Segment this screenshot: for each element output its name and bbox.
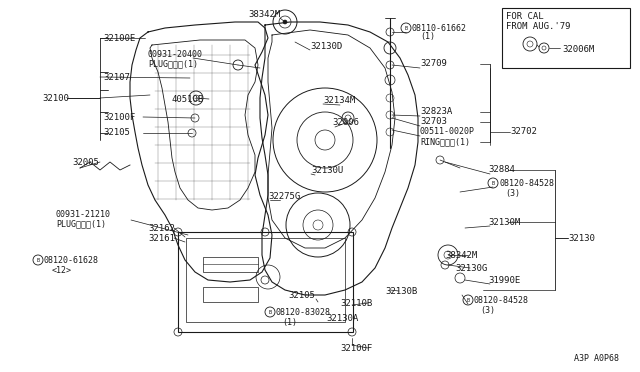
Text: 08120-84528: 08120-84528 <box>499 179 554 188</box>
Text: 32100: 32100 <box>42 94 69 103</box>
Text: 00931-21210: 00931-21210 <box>56 210 111 219</box>
Text: 08120-61628: 08120-61628 <box>44 256 99 265</box>
Text: 32161: 32161 <box>148 234 175 243</box>
Text: 32130U: 32130U <box>311 166 343 175</box>
Bar <box>203 257 258 272</box>
Text: 32100F: 32100F <box>340 344 372 353</box>
Text: 32005: 32005 <box>72 158 99 167</box>
Text: 32709: 32709 <box>420 59 447 68</box>
Text: 32703: 32703 <box>420 117 447 126</box>
Text: (3): (3) <box>480 306 495 315</box>
Text: 32006M: 32006M <box>562 45 595 54</box>
Text: FOR CAL: FOR CAL <box>506 12 543 21</box>
Text: B: B <box>404 26 408 31</box>
Text: 32134M: 32134M <box>323 96 355 105</box>
Text: 32823A: 32823A <box>420 107 452 116</box>
Text: 32130: 32130 <box>568 234 595 243</box>
Text: RINGリング(1): RINGリング(1) <box>420 137 470 146</box>
Bar <box>178 232 353 332</box>
Bar <box>203 287 258 302</box>
Text: 32130D: 32130D <box>310 42 342 51</box>
Text: 38342M: 38342M <box>248 10 280 19</box>
Text: 32130G: 32130G <box>455 264 487 273</box>
Text: 38342M: 38342M <box>445 251 477 260</box>
Bar <box>186 238 345 322</box>
Text: B: B <box>492 180 495 186</box>
Text: B: B <box>36 257 40 263</box>
Text: 08120-83028: 08120-83028 <box>276 308 331 317</box>
Text: 08120-84528: 08120-84528 <box>474 296 529 305</box>
Text: 32130M: 32130M <box>488 218 520 227</box>
Text: A3P A0P68: A3P A0P68 <box>574 354 619 363</box>
Text: 32107: 32107 <box>103 73 130 82</box>
Text: PLUGプラグ(1): PLUGプラグ(1) <box>148 59 198 68</box>
Text: 32105: 32105 <box>103 128 130 137</box>
Text: 32130B: 32130B <box>385 287 417 296</box>
Text: 40510B: 40510B <box>172 95 204 104</box>
Text: 08110-61662: 08110-61662 <box>412 24 467 33</box>
Text: 32100F: 32100F <box>103 113 135 122</box>
Text: 32006: 32006 <box>332 118 359 127</box>
Text: PLUGプラグ(1): PLUGプラグ(1) <box>56 219 106 228</box>
Text: 32130A: 32130A <box>326 314 358 323</box>
Text: 00511-0020P: 00511-0020P <box>420 127 475 136</box>
Text: (1): (1) <box>420 32 435 41</box>
Text: 32110B: 32110B <box>340 299 372 308</box>
Text: 32275G: 32275G <box>268 192 300 201</box>
Text: 32100E: 32100E <box>103 34 135 43</box>
Text: 32162: 32162 <box>148 224 175 233</box>
Bar <box>502 8 630 68</box>
Text: (3): (3) <box>505 189 520 198</box>
Text: B: B <box>268 310 271 314</box>
Text: (1): (1) <box>282 318 297 327</box>
Circle shape <box>283 20 287 24</box>
Text: FROM AUG.'79: FROM AUG.'79 <box>506 22 570 31</box>
Text: 32702: 32702 <box>510 127 537 136</box>
Text: <12>: <12> <box>52 266 72 275</box>
Text: B: B <box>467 298 470 302</box>
Text: 32105: 32105 <box>288 291 315 300</box>
Text: 00931-20400: 00931-20400 <box>148 50 203 59</box>
Text: 31990E: 31990E <box>488 276 520 285</box>
Text: 32884: 32884 <box>488 165 515 174</box>
